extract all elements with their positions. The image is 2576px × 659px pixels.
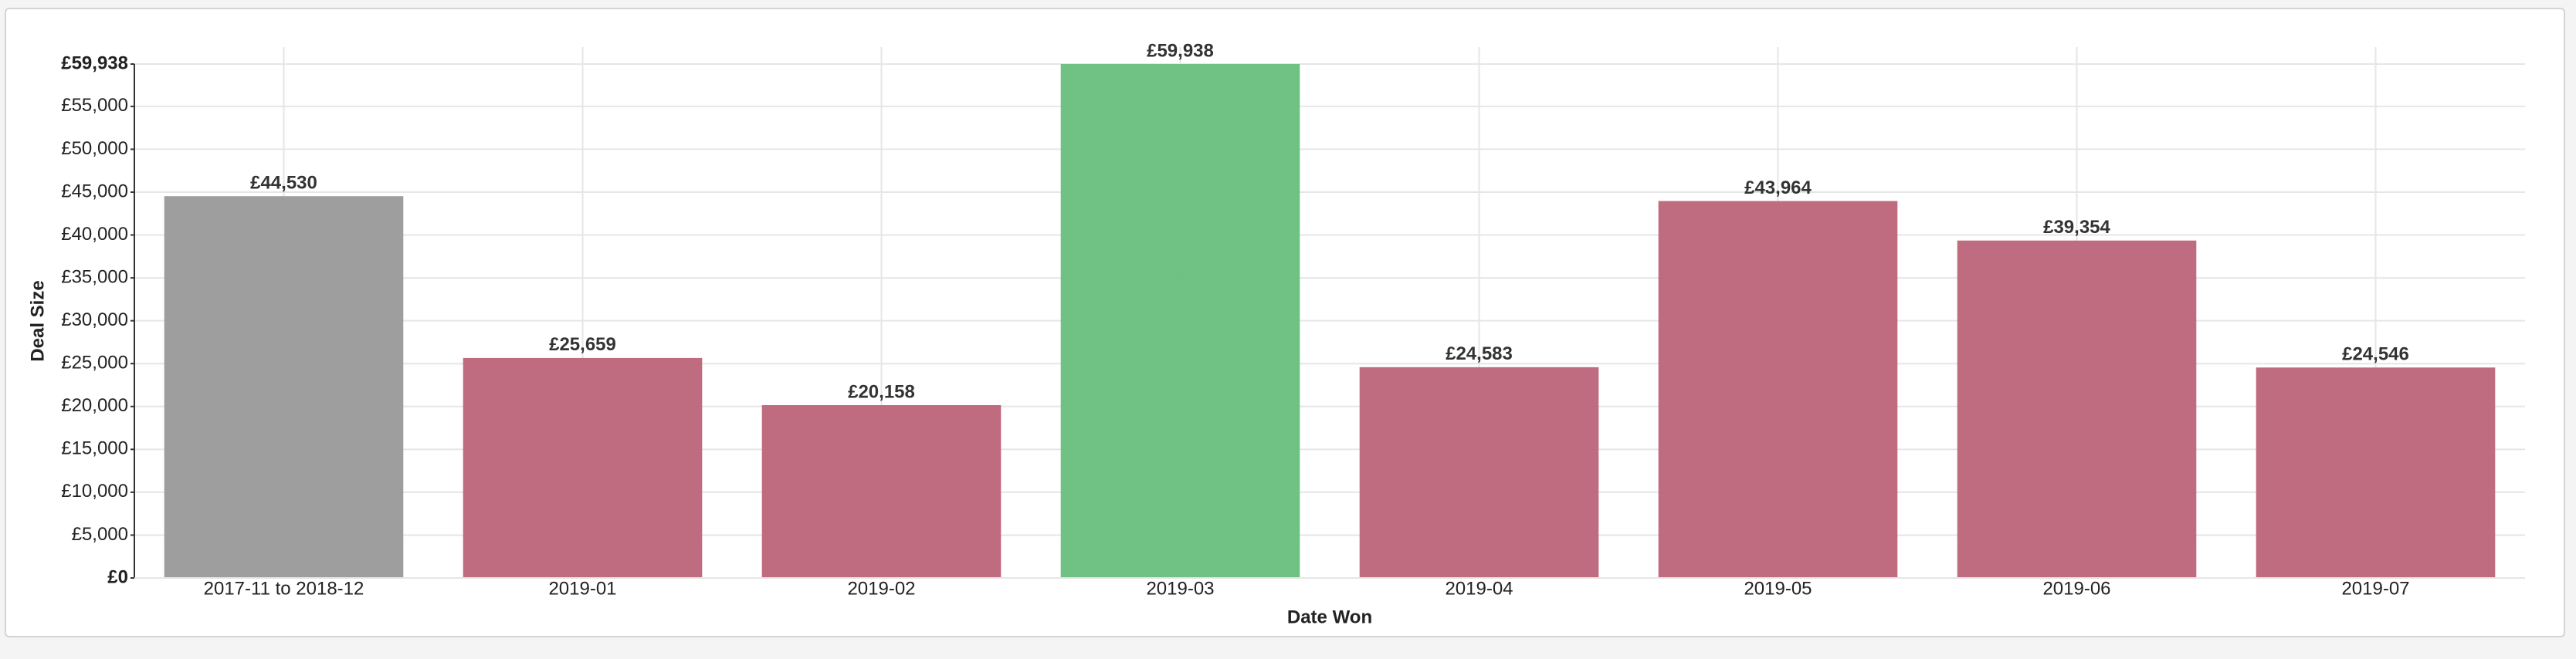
bar — [2256, 367, 2496, 578]
y-tick-label: £50,000 — [61, 138, 128, 159]
value-label: £25,659 — [549, 334, 616, 355]
y-tick-label: £0 — [107, 566, 128, 587]
bar — [1359, 367, 1599, 578]
value-label: £24,546 — [2342, 344, 2409, 365]
y-tick-label: £30,000 — [61, 309, 128, 330]
value-label: £24,583 — [1446, 343, 1513, 364]
x-tick-label: 2019-06 — [2042, 578, 2110, 599]
y-tick-label: £35,000 — [61, 266, 128, 287]
y-tick-label: £59,938 — [61, 52, 128, 73]
bar — [463, 357, 703, 578]
x-tick-label: 2019-03 — [1146, 578, 1214, 599]
bar — [1957, 240, 2197, 578]
bar — [1060, 64, 1300, 578]
bar — [1658, 201, 1898, 578]
y-tick-label: £25,000 — [61, 353, 128, 373]
x-tick-label: 2019-01 — [548, 578, 616, 599]
value-label: £39,354 — [2043, 217, 2110, 238]
x-tick-label: 2017-11 to 2018-12 — [204, 578, 364, 599]
bar — [164, 196, 404, 578]
x-tick-label: 2019-05 — [1744, 578, 1812, 599]
bar — [761, 405, 1002, 578]
y-tick-label: £15,000 — [61, 438, 128, 459]
x-tick-label: 2019-04 — [1445, 578, 1513, 599]
y-tick-label: £10,000 — [61, 481, 128, 502]
x-tick-label: 2019-02 — [847, 578, 915, 599]
y-tick-label: £20,000 — [61, 395, 128, 416]
value-label: £44,530 — [250, 173, 317, 194]
value-label: £59,938 — [1147, 40, 1214, 61]
value-label: £20,158 — [848, 381, 915, 402]
x-axis-label: Date Won — [1287, 607, 1372, 627]
y-axis-label: Deal Size — [27, 280, 48, 361]
y-tick-label: £5,000 — [72, 524, 128, 545]
y-tick-label: £40,000 — [61, 224, 128, 245]
y-tick-label: £45,000 — [61, 181, 128, 201]
x-tick-label: 2019-07 — [2341, 578, 2409, 599]
value-label: £43,964 — [1744, 177, 1812, 198]
y-tick-label: £55,000 — [61, 95, 128, 116]
